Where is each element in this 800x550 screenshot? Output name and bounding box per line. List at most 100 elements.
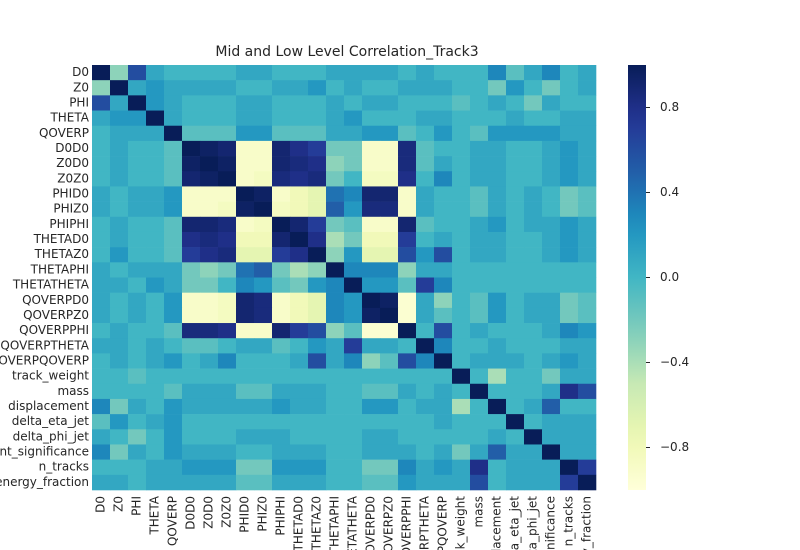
- heatmap-cell: [326, 353, 345, 369]
- heatmap-cell: [362, 353, 381, 369]
- heatmap-cell: [344, 353, 363, 369]
- heatmap-cell: [434, 383, 453, 400]
- heatmap-cell: [164, 231, 183, 248]
- heatmap-cell: [542, 95, 561, 111]
- heatmap-cell: [542, 110, 561, 127]
- heatmap-cell: [542, 277, 561, 293]
- heatmap-cell: [362, 95, 381, 111]
- heatmap-cell: [578, 444, 597, 460]
- y-tick-label: THETAZ0: [34, 247, 89, 261]
- heatmap-cell: [182, 398, 201, 415]
- heatmap-cell: [506, 262, 525, 278]
- heatmap-cell: [578, 247, 597, 263]
- heatmap-cell: [308, 171, 327, 187]
- heatmap-cell: [542, 474, 561, 491]
- x-tick-label: Z0D0: [202, 496, 216, 529]
- heatmap-cell: [254, 80, 273, 96]
- heatmap-cell: [362, 414, 381, 430]
- heatmap-cell: [200, 292, 219, 309]
- heatmap-cell: [398, 398, 417, 415]
- heatmap-cell: [290, 307, 309, 324]
- heatmap-cell: [524, 201, 543, 218]
- heatmap-cell: [506, 247, 525, 263]
- heatmap-cell: [200, 383, 219, 400]
- heatmap-cell: [578, 459, 597, 476]
- heatmap-cell: [488, 307, 507, 324]
- heatmap-cell: [92, 338, 111, 354]
- heatmap-cell: [290, 140, 309, 157]
- heatmap-cell: [128, 262, 147, 278]
- heatmap-cell: [524, 186, 543, 202]
- heatmap-cell: [398, 414, 417, 430]
- heatmap-cell: [110, 80, 129, 96]
- heatmap-cell: [542, 398, 561, 415]
- x-tick-label: PHIPHI: [274, 496, 288, 536]
- heatmap-cell: [110, 459, 129, 476]
- heatmap-cell: [254, 277, 273, 293]
- heatmap-cell: [146, 474, 165, 491]
- heatmap-cell: [272, 429, 291, 445]
- heatmap-cell: [524, 414, 543, 430]
- heatmap-cell: [578, 338, 597, 354]
- heatmap-cell: [506, 186, 525, 202]
- heatmap-cell: [182, 368, 201, 385]
- heatmap-cell: [182, 171, 201, 187]
- heatmap-cell: [362, 474, 381, 491]
- heatmap-cell: [92, 186, 111, 202]
- heatmap-cell: [344, 231, 363, 248]
- heatmap-cell: [182, 262, 201, 278]
- heatmap-cell: [416, 80, 435, 96]
- heatmap-cell: [290, 444, 309, 460]
- heatmap-cell: [434, 444, 453, 460]
- heatmap-cell: [218, 292, 237, 309]
- heatmap-cell: [488, 80, 507, 96]
- heatmap-cell: [452, 65, 471, 81]
- heatmap-cell: [488, 323, 507, 339]
- heatmap-cell: [308, 262, 327, 278]
- heatmap-cell: [92, 125, 111, 142]
- heatmap-cell: [488, 383, 507, 400]
- heatmap-cell: [380, 323, 399, 339]
- heatmap-cell: [560, 307, 579, 324]
- heatmap-cell: [470, 201, 489, 218]
- heatmap-cell: [200, 231, 219, 248]
- heatmap-cell: [398, 323, 417, 339]
- heatmap-cell: [524, 171, 543, 187]
- heatmap-cell: [488, 171, 507, 187]
- heatmap-cell: [254, 125, 273, 142]
- heatmap-cell: [542, 459, 561, 476]
- heatmap-cell: [200, 201, 219, 218]
- heatmap-cell: [434, 414, 453, 430]
- heatmap-cell: [416, 398, 435, 415]
- x-tick-label: QOVERPZ0: [382, 496, 396, 550]
- heatmap-cell: [164, 368, 183, 385]
- heatmap-cell: [110, 65, 129, 81]
- heatmap-cell: [308, 383, 327, 400]
- heatmap-cell: [146, 95, 165, 111]
- heatmap-cell: [470, 277, 489, 293]
- x-tick-label: PHI: [130, 496, 144, 516]
- x-tick-label: track_weight: [454, 496, 468, 550]
- heatmap-cell: [524, 247, 543, 263]
- y-tick-label: Z0Z0: [57, 171, 89, 185]
- heatmap-cell: [434, 110, 453, 127]
- heatmap-cell: [524, 398, 543, 415]
- heatmap-cell: [380, 186, 399, 202]
- heatmap-cell: [434, 398, 453, 415]
- heatmap-cell: [362, 247, 381, 263]
- heatmap-cell: [272, 323, 291, 339]
- heatmap-cell: [488, 277, 507, 293]
- y-tick-label: displacement_significance: [0, 445, 89, 459]
- heatmap-cell: [326, 277, 345, 293]
- heatmap-cell: [398, 216, 417, 233]
- heatmap-cell: [380, 171, 399, 187]
- heatmap-cell: [146, 323, 165, 339]
- heatmap-cell: [434, 140, 453, 157]
- heatmap-cell: [200, 95, 219, 111]
- heatmap-cell: [308, 125, 327, 142]
- heatmap-cell: [182, 323, 201, 339]
- heatmap-cell: [200, 459, 219, 476]
- heatmap-cell: [218, 444, 237, 460]
- heatmap-cell: [128, 414, 147, 430]
- heatmap-cell: [578, 140, 597, 157]
